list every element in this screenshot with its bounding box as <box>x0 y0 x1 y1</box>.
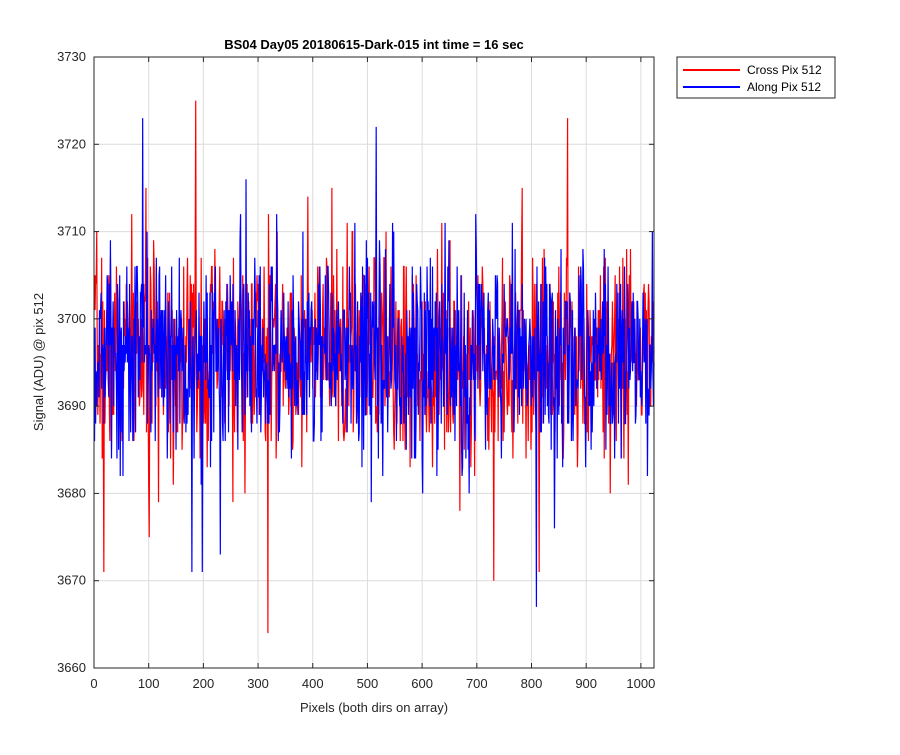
x-tick-label: 600 <box>411 676 433 691</box>
legend: Cross Pix 512 Along Pix 512 <box>676 56 836 99</box>
x-tick-label: 1000 <box>626 676 655 691</box>
plot-frame <box>93 56 655 669</box>
x-tick-label: 100 <box>138 676 160 691</box>
y-tick-label: 3730 <box>57 49 86 64</box>
y-tick-label: 3670 <box>57 573 86 588</box>
legend-label-cross: Cross Pix 512 <box>747 63 822 77</box>
x-tick-label: 800 <box>521 676 543 691</box>
x-tick-label: 300 <box>247 676 269 691</box>
ticks: 0 100 200 300 400 500 600 700 800 900 1000 3660 3670… <box>57 49 655 691</box>
series-line-along-pix-512 <box>93 118 655 607</box>
x-tick-label: 400 <box>302 676 324 691</box>
x-axis-label: Pixels (both dirs on array) <box>300 700 448 715</box>
x-tick-label: 700 <box>466 676 488 691</box>
y-tick-label: 3710 <box>57 224 86 239</box>
x-tick-label: 900 <box>575 676 597 691</box>
series-layer <box>93 100 655 634</box>
x-tick-label: 200 <box>193 676 215 691</box>
x-tick-label: 500 <box>357 676 379 691</box>
y-axis-label: Signal (ADU) @ pix 512 <box>31 293 46 431</box>
y-tick-label: 3680 <box>57 485 86 500</box>
legend-box <box>676 56 836 99</box>
legend-label-along: Along Pix 512 <box>747 80 821 94</box>
y-tick-label: 3720 <box>57 136 86 151</box>
y-tick-label: 3700 <box>57 311 86 326</box>
y-tick-label: 3690 <box>57 398 86 413</box>
x-tick-label: 0 <box>90 676 97 691</box>
chart-title: BS04 Day05 20180615-Dark-015 int time = … <box>224 37 524 52</box>
y-tick-label: 3660 <box>57 660 86 675</box>
